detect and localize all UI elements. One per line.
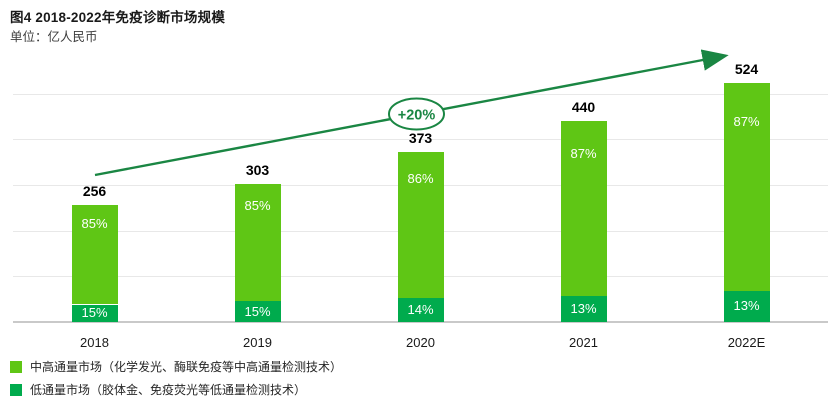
stacked-bar-2022E: 87% 13% (723, 82, 770, 322)
stacked-bar-2019: 85% 15% (234, 183, 281, 322)
total-value-label-2022E: 524 (734, 60, 759, 77)
legend-item-low-throughput: 低通量市场（胶体金、免疫荧光等低通量检测技术） (10, 381, 342, 398)
legend-label-low-throughput: 低通量市场（胶体金、免疫荧光等低通量检测技术） (30, 383, 307, 397)
segment-high-throughput-2019: 85% (234, 183, 281, 302)
legend-swatch-high-throughput-icon (10, 360, 22, 373)
segment-high-pct-label: 86% (407, 171, 434, 187)
x-axis-label-2018: 2018 (80, 335, 109, 350)
segment-low-pct-label: 15% (81, 305, 108, 321)
segment-low-throughput-2021: 13% (560, 295, 607, 322)
x-axis-line (13, 321, 828, 323)
segment-low-throughput-2019: 15% (234, 301, 281, 322)
growth-badge-label: +20% (398, 108, 436, 124)
segment-high-throughput-2021: 87% (560, 120, 607, 296)
segment-low-pct-label: 14% (407, 302, 434, 318)
segment-low-pct-label: 15% (244, 303, 271, 319)
segment-low-throughput-2018: 15% (71, 304, 118, 322)
stacked-bar-2020: 86% 14% (397, 151, 444, 322)
x-axis-label-2019: 2019 (243, 335, 272, 350)
legend-swatch-low-throughput-icon (10, 383, 22, 396)
total-value-label-2018: 256 (82, 183, 107, 199)
segment-high-pct-label: 87% (570, 146, 597, 162)
segment-high-throughput-2018: 85% (71, 205, 118, 305)
x-axis-label-2021: 2021 (569, 335, 598, 350)
segment-high-pct-label: 85% (81, 215, 108, 231)
segment-low-pct-label: 13% (733, 298, 760, 314)
segment-high-pct-label: 87% (733, 114, 760, 130)
segment-low-pct-label: 13% (570, 300, 597, 316)
segment-high-throughput-2020: 86% (397, 151, 444, 299)
segment-high-pct-label: 85% (244, 197, 271, 213)
gridline-500 (13, 93, 828, 95)
total-value-label-2020: 373 (408, 129, 433, 146)
segment-low-throughput-2020: 14% (397, 298, 444, 322)
legend-item-high-throughput: 中高通量市场（化学发光、酶联免疫等中高通量检测技术） (10, 358, 342, 375)
segment-low-throughput-2022E: 13% (723, 290, 770, 322)
chart-subtitle: 单位：亿人民币 (10, 30, 98, 44)
total-value-label-2019: 303 (245, 161, 270, 178)
legend-label-high-throughput: 中高通量市场（化学发光、酶联免疫等中高通量检测技术） (30, 360, 343, 374)
segment-high-throughput-2022E: 87% (723, 82, 770, 291)
total-value-label-2021: 440 (571, 98, 596, 115)
chart-title: 图4 2018-2022年免疫诊断市场规模 (10, 10, 226, 25)
growth-badge-ellipse (388, 97, 445, 131)
x-axis-label-2022E: 2022E (727, 335, 766, 350)
legend: 中高通量市场（化学发光、酶联免疫等中高通量检测技术） 低通量市场（胶体金、免疫荧… (10, 358, 342, 403)
stacked-bar-2018: 85% 15% (71, 205, 118, 322)
x-axis-label-2020: 2020 (406, 335, 435, 350)
stacked-bar-2021: 87% 13% (560, 120, 607, 322)
